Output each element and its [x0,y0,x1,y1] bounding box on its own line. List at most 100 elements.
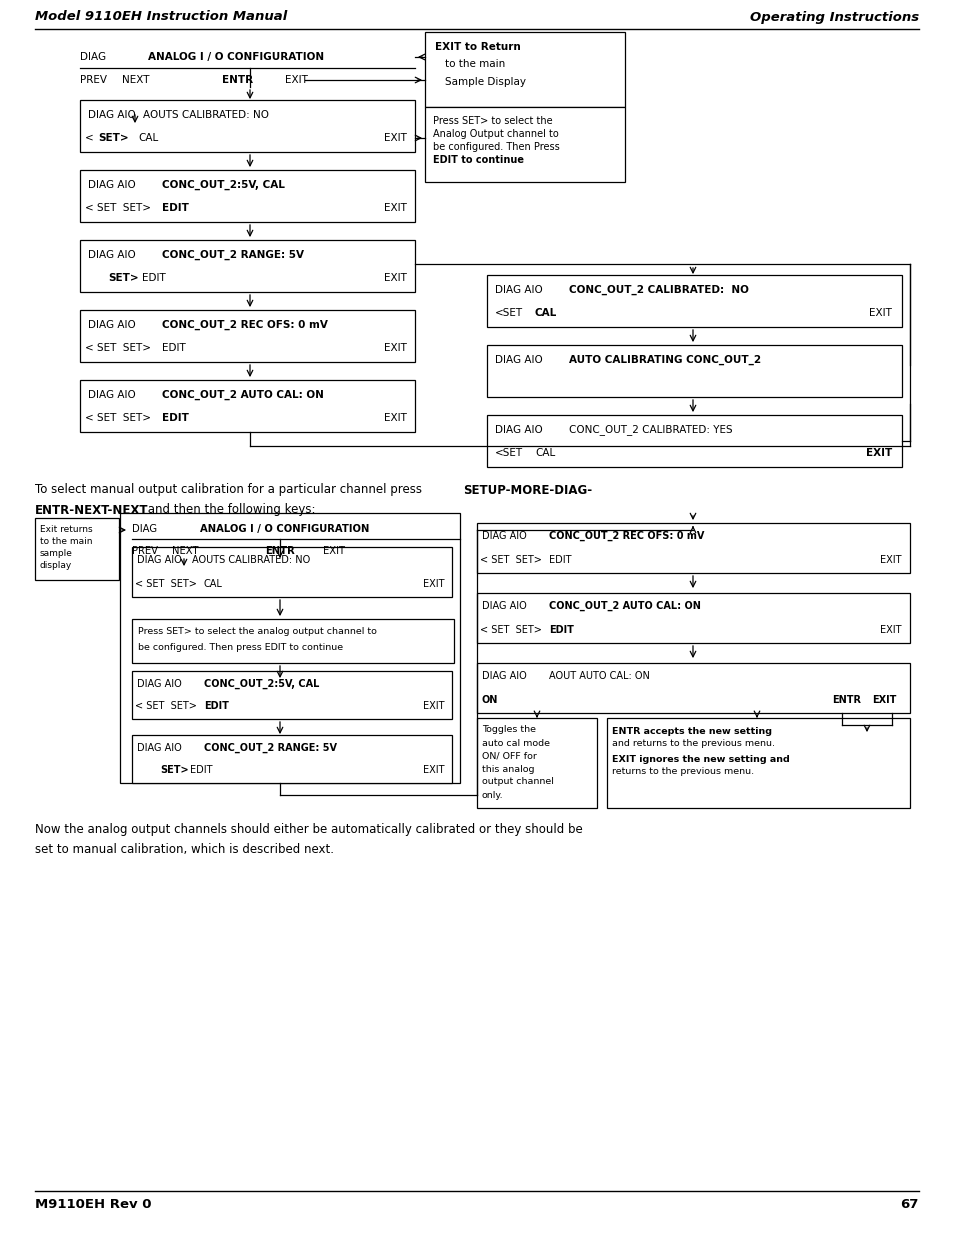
Text: EXIT: EXIT [384,343,407,353]
Text: this analog: this analog [481,764,534,773]
Text: <SET: <SET [495,448,522,458]
Text: EXIT: EXIT [423,579,444,589]
Text: be configured. Then Press: be configured. Then Press [433,142,559,152]
Text: display: display [40,562,72,571]
Text: CONC_OUT_2:5V, CAL: CONC_OUT_2:5V, CAL [162,180,285,190]
Text: Press SET> to select the analog output channel to: Press SET> to select the analog output c… [138,627,376,636]
Text: CONC_OUT_2 RANGE: 5V: CONC_OUT_2 RANGE: 5V [204,743,336,753]
Text: Exit returns: Exit returns [40,526,92,535]
Bar [80,170,415,222]
Text: < SET  SET>: < SET SET> [479,625,541,635]
Text: NEXT: NEXT [172,546,198,556]
Text: EXIT: EXIT [868,308,891,317]
Text: DIAG AIO: DIAG AIO [88,390,135,400]
Text: DIAG AIO: DIAG AIO [481,531,526,541]
Text: EDIT: EDIT [190,764,213,776]
Text: ENTR: ENTR [222,75,253,85]
Bar [80,100,415,152]
Text: AOUTS CALIBRATED: NO: AOUTS CALIBRATED: NO [143,110,269,120]
Text: DIAG AIO: DIAG AIO [88,110,135,120]
Bar [132,671,452,719]
Text: DIAG AIO: DIAG AIO [88,249,135,261]
Text: CAL: CAL [138,133,158,143]
Text: EDIT: EDIT [162,203,189,212]
Text: DIAG AIO: DIAG AIO [495,425,542,435]
Text: SET>: SET> [98,133,129,143]
Text: EDIT: EDIT [548,555,571,564]
Text: EXIT: EXIT [323,546,345,556]
Text: CONC_OUT_2 RANGE: 5V: CONC_OUT_2 RANGE: 5V [162,249,304,261]
Text: EXIT: EXIT [880,555,901,564]
Text: EXIT to Return: EXIT to Return [435,42,520,52]
Text: NEXT: NEXT [122,75,150,85]
Text: EDIT: EDIT [162,412,189,424]
Text: Analog Output channel to: Analog Output channel to [433,128,558,140]
Text: to the main: to the main [40,537,92,547]
Bar [476,718,597,808]
Bar [486,275,901,327]
Text: CONC_OUT_2 AUTO CAL: ON: CONC_OUT_2 AUTO CAL: ON [548,601,700,611]
Text: EXIT ignores the new setting and: EXIT ignores the new setting and [612,755,789,763]
Text: EXIT: EXIT [384,273,407,283]
Bar [424,107,624,182]
Text: Toggles the: Toggles the [481,725,536,735]
Bar [606,718,909,808]
Text: ENTR accepts the new setting: ENTR accepts the new setting [612,726,771,736]
Text: AOUTS CALIBRATED: NO: AOUTS CALIBRATED: NO [192,555,310,564]
Text: SETUP-MORE-DIAG-: SETUP-MORE-DIAG- [462,483,592,496]
Text: AOUT AUTO CAL: ON: AOUT AUTO CAL: ON [548,671,649,680]
Text: EXIT: EXIT [871,695,896,705]
Bar [35,517,119,580]
Text: EXIT: EXIT [880,625,901,635]
Text: CONC_OUT_2:5V, CAL: CONC_OUT_2:5V, CAL [204,679,319,689]
Text: DIAG: DIAG [80,52,106,62]
Text: CONC_OUT_2 CALIBRATED:  NO: CONC_OUT_2 CALIBRATED: NO [568,285,748,295]
Text: < SET  SET>: < SET SET> [85,203,151,212]
Text: EXIT: EXIT [384,203,407,212]
Bar [476,593,909,643]
Text: ENTR-NEXT-NEXT: ENTR-NEXT-NEXT [35,504,149,516]
Bar [476,522,909,573]
Text: DIAG AIO: DIAG AIO [137,743,182,753]
Text: To select manual output calibration for a particular channel press: To select manual output calibration for … [35,483,425,496]
Text: CAL: CAL [204,579,223,589]
Text: sample: sample [40,550,72,558]
Text: Sample Display: Sample Display [444,77,525,86]
Text: DIAG AIO: DIAG AIO [495,354,542,366]
Text: CAL: CAL [535,308,557,317]
Text: ANALOG I / O CONFIGURATION: ANALOG I / O CONFIGURATION [200,524,369,534]
Bar [132,735,452,783]
Text: DIAG AIO: DIAG AIO [481,601,526,611]
Text: be configured. Then press EDIT to continue: be configured. Then press EDIT to contin… [138,642,343,652]
Text: DIAG: DIAG [132,524,157,534]
Text: AUTO CALIBRATING CONC_OUT_2: AUTO CALIBRATING CONC_OUT_2 [568,354,760,366]
Text: CONC_OUT_2 REC OFS: 0 mV: CONC_OUT_2 REC OFS: 0 mV [548,531,703,541]
Bar [476,663,909,713]
Bar [424,32,624,107]
Bar [80,310,415,362]
Bar [120,513,459,783]
Text: < SET  SET>: < SET SET> [135,701,196,711]
Text: EXIT: EXIT [384,133,407,143]
Text: DIAG AIO: DIAG AIO [495,285,542,295]
Text: and then the following keys:: and then the following keys: [144,504,315,516]
Text: DIAG AIO: DIAG AIO [88,320,135,330]
Bar [132,619,454,663]
Text: < SET  SET>: < SET SET> [85,343,151,353]
Text: DIAG AIO: DIAG AIO [137,679,182,689]
Text: EXIT: EXIT [423,764,444,776]
Text: PREV: PREV [132,546,158,556]
Text: < SET  SET>: < SET SET> [135,579,196,589]
Text: Model 9110EH Instruction Manual: Model 9110EH Instruction Manual [35,11,287,23]
Text: DIAG AIO: DIAG AIO [88,180,135,190]
Bar [80,380,415,432]
Text: EDIT: EDIT [548,625,574,635]
Text: Operating Instructions: Operating Instructions [749,11,918,23]
Text: Press SET> to select the: Press SET> to select the [433,116,552,126]
Text: returns to the previous menu.: returns to the previous menu. [612,767,753,777]
Text: auto cal mode: auto cal mode [481,739,550,747]
Text: EDIT: EDIT [142,273,166,283]
Text: EXIT: EXIT [864,448,891,458]
Text: < SET  SET>: < SET SET> [85,412,151,424]
Text: Now the analog output channels should either be automatically calibrated or they: Now the analog output channels should ei… [35,824,582,836]
